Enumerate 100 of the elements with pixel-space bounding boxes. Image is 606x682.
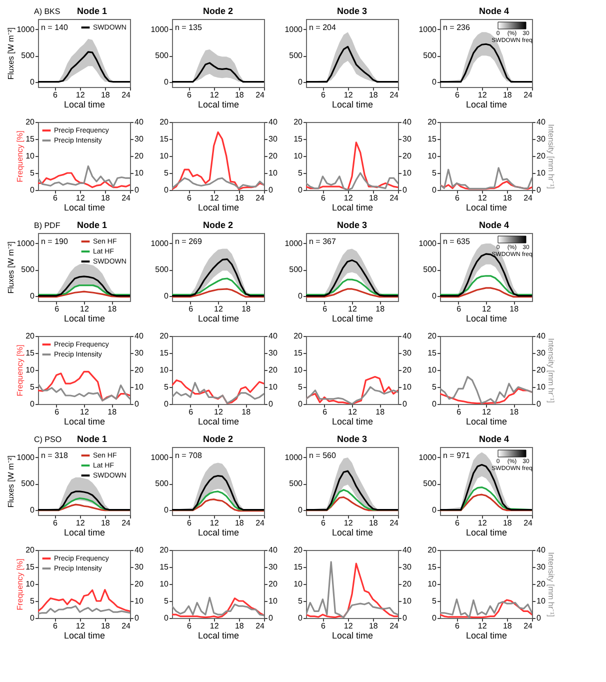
y-tick-label: 500 [423,479,438,488]
y-tick-label: 1000 [284,238,304,248]
y-tick-label: 0 [298,614,304,622]
y2-tick-label: 0 [268,400,274,408]
y-tick-label: 0 [298,186,304,194]
chart-title: Node 4 [478,434,510,444]
y-tick-label: 10 [428,152,438,160]
chart-title: Node 3 [336,434,368,444]
y2-tick-label: 10 [536,382,546,392]
y-tick-label: 0 [164,400,170,408]
line-series [306,46,398,83]
x-tick-label: 6 [53,518,58,528]
x-tick-label: 18 [108,304,118,314]
line-series [440,287,532,298]
chart-title: Node 1 [76,6,108,16]
y2-tick-label: 10 [402,382,412,392]
annotation: n = 708 [175,451,202,460]
x-axis-title: Local time [332,202,374,212]
y2-tick-label: 20 [134,580,144,588]
x-tick-label: 6 [322,408,328,416]
y-tick-label: 5 [432,596,438,606]
x-tick-label: 6 [321,518,326,528]
x-axis-title: Local time [198,314,240,324]
y2-tick-label: 20 [402,580,412,588]
x-tick-label: 12 [482,304,492,314]
text: C) PSO [34,435,62,444]
y2-tick-label: 40 [536,546,546,554]
y-tick-label: 500 [155,265,170,274]
y-tick-label: 1000 [418,238,438,248]
y-tick-label: 20 [428,118,438,126]
x-tick-label: 12 [344,622,354,630]
y2-tick-label: 10 [402,596,412,606]
y2-tick-label: 30 [134,134,144,144]
x-tick-label: 6 [455,622,460,630]
x-tick-label: 12 [80,304,90,314]
y-tick-label: 20 [160,118,170,126]
y2-tick-label: 0 [402,186,408,194]
y-tick-label: 5 [164,596,170,606]
x-tick-label: 12 [478,518,488,528]
x-axis-title: Local time [64,528,106,538]
y2-tick-label: 20 [536,580,546,588]
line-series [38,172,130,188]
x-tick-label: 24 [256,194,266,202]
line-series [306,386,398,404]
y-tick-label: 500 [21,265,36,274]
y2-axis-title: Intensity [mm hr⁻¹] [546,552,556,617]
y2-axis-title: Intensity [mm hr⁻¹] [546,338,556,403]
line-series [306,496,398,512]
y-tick-label: 15 [160,562,170,572]
y-tick-label: 500 [155,51,170,60]
y-tick-label: 20 [428,332,438,340]
x-tick-label: 6 [187,622,192,630]
y2-tick-label: 0 [134,186,140,194]
y-tick-label: 20 [428,546,438,554]
x-tick-label: 24 [122,90,132,100]
y-tick-label: 0 [30,77,36,86]
y-tick-label: 20 [294,332,304,340]
x-tick-label: 18 [502,518,512,528]
y2-tick-label: 0 [402,400,408,408]
chart-title: Node 3 [336,220,368,230]
y-tick-label: 0 [164,614,170,622]
x-axis-title: Local time [466,202,508,212]
x-tick-label: 18 [502,194,512,202]
y-tick-label: 5 [164,168,170,178]
line-series [440,464,532,511]
line-series [306,172,398,190]
y-tick-label: 1000 [284,452,304,462]
y2-tick-label: 30 [268,348,278,358]
y-tick-label: 0 [30,291,36,300]
x-axis-title: Local time [332,630,374,640]
y-tick-label: 10 [294,580,304,588]
y-tick-label: 15 [160,134,170,144]
line-series [440,180,532,190]
line-series [306,142,398,190]
line-series [172,474,264,511]
y2-tick-label: 20 [268,580,278,588]
y-tick-label: 1000 [16,24,36,34]
chart-title: Node 4 [478,6,510,16]
x-tick-label: 6 [322,304,328,314]
x-tick-label: 18 [376,304,386,314]
y-tick-label: 0 [30,186,36,194]
x-axis-title: Local time [198,630,240,640]
x-tick-label: 6 [187,518,192,528]
x-tick-label: 12 [214,408,224,416]
y-tick-label: 0 [432,614,438,622]
x-tick-label: 24 [390,90,400,100]
chart-title: Node 2 [202,6,234,16]
y2-tick-label: 40 [268,118,278,126]
y2-tick-label: 40 [402,118,412,126]
line-series [172,177,264,190]
x-axis-title: Local time [332,416,374,426]
y2-tick-label: 20 [402,366,412,374]
y-tick-label: 0 [298,291,304,300]
x-tick-label: 18 [368,518,378,528]
x-tick-label: 18 [234,622,244,630]
text: A) BKS [34,7,60,16]
y-tick-label: 500 [289,51,304,60]
x-tick-label: 12 [210,518,220,528]
x-axis-title: Local time [332,100,374,110]
annotation: n = 140 [41,23,68,32]
